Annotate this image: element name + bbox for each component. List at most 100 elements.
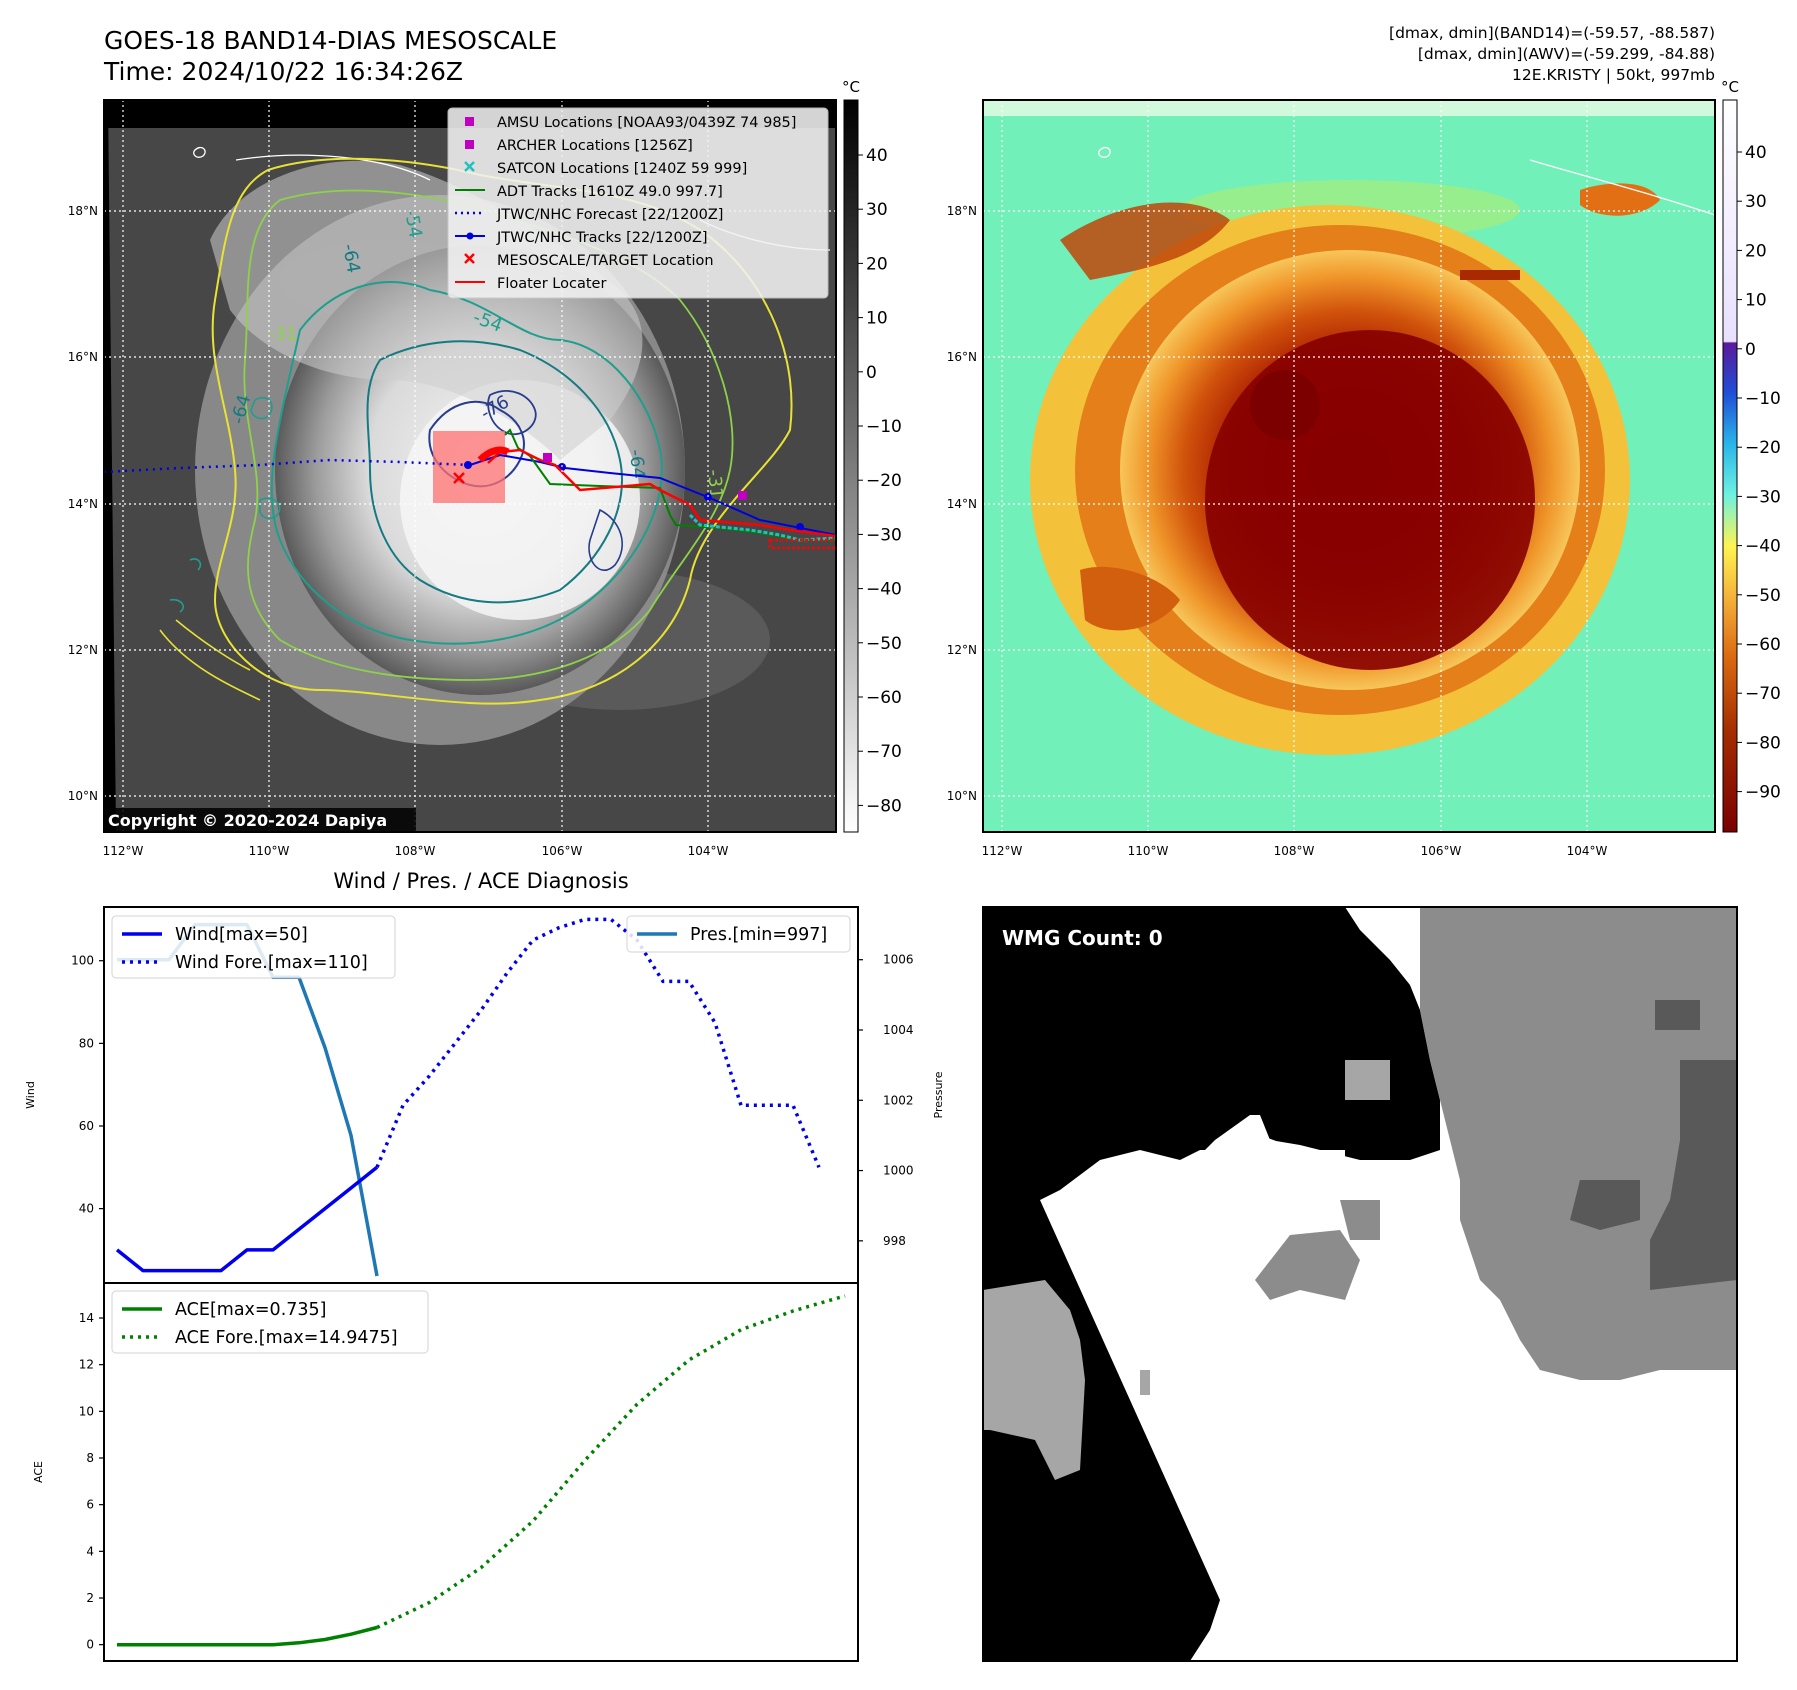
wmg-dark-gray-region (1650, 1060, 1737, 1290)
colorbar-tick-label: −70 (1745, 684, 1781, 704)
svg-text:104°W: 104°W (1567, 844, 1608, 858)
color-map-lon-labels: 112°W 110°W 108°W 106°W 104°W (982, 844, 1608, 858)
jtwc-forecast-track (104, 458, 471, 474)
svg-text:110°W: 110°W (249, 844, 290, 858)
svg-text:12°N: 12°N (947, 643, 977, 657)
map-legend: AMSU Locations [NOAA93/0439Z 74 985] ARC… (447, 107, 829, 299)
figure-title: GOES-18 BAND14-DIAS MESOSCALE (104, 26, 557, 55)
legend-wind-fore: Wind Fore.[max=110] (175, 953, 368, 973)
y-tick-label: 2 (86, 1591, 94, 1605)
y-tick-label: 1006 (883, 953, 914, 967)
ace-ylabel: ACE (32, 1461, 45, 1483)
colorbar-tick-label: 0 (866, 363, 877, 383)
colorbar-tick-label: 0 (1745, 340, 1756, 360)
dmax-band14-text: [dmax, dmin](BAND14)=(-59.57, -88.587) (1389, 24, 1715, 42)
pressure-ylabel: Pressure (932, 1071, 945, 1118)
y-tick-label: 1002 (883, 1093, 914, 1107)
jtwc-track-points (464, 461, 804, 531)
colorbar-tick-label: −10 (866, 417, 902, 437)
colorbar-tick-label: 40 (866, 146, 888, 166)
contour-label: -64 (625, 449, 648, 480)
legend-x-icon (464, 161, 475, 172)
ace-legend: ACE[max=0.735] ACE Fore.[max=14.9475] (111, 1290, 429, 1354)
colorbar-tick-label: −80 (866, 796, 902, 816)
pressure-legend: Pres.[min=997] (626, 915, 851, 953)
legend-pressure: Pres.[min=997] (690, 925, 827, 945)
svg-text:14°N: 14°N (947, 497, 977, 511)
legend-item: SATCON Locations [1240Z 59 999] (497, 161, 747, 177)
legend-item: Floater Locater (497, 276, 606, 292)
svg-text:108°W: 108°W (1274, 844, 1315, 858)
legend-item: JTWC/NHC Forecast [22/1200Z] (496, 207, 723, 223)
y-tick-label: 100 (71, 954, 94, 968)
svg-text:112°W: 112°W (103, 844, 144, 858)
dmax-awv-text: [dmax, dmin](AWV)=(-59.299, -84.88) (1418, 45, 1715, 63)
archer-marker (738, 491, 747, 500)
y-tick-label: 10 (79, 1404, 94, 1418)
colorbar-tick-label: −40 (866, 580, 902, 600)
contour-label: -31 (703, 469, 726, 500)
y-tick-label: 8 (86, 1451, 94, 1465)
amsu-marker (543, 453, 552, 462)
svg-text:14°N: 14°N (68, 497, 98, 511)
colorbar-tick-label: 30 (1745, 192, 1767, 212)
mesoscale-target-marker (453, 472, 465, 484)
y-tick-label: 80 (79, 1036, 94, 1050)
contour-label: -64 (338, 242, 364, 275)
ace-line (117, 1625, 378, 1647)
colorbar-tick-label: −30 (866, 525, 902, 545)
wmg-white-region (1130, 1135, 1737, 1661)
legend-item: ADT Tracks [1610Z 49.0 997.7] (497, 184, 723, 200)
contour-label: -31 (268, 324, 297, 345)
svg-text:12°N: 12°N (68, 643, 98, 657)
svg-text:110°W: 110°W (1128, 844, 1169, 858)
gray-map-lon-labels: 112°W 110°W 108°W 106°W 104°W (103, 844, 729, 858)
legend-x-icon (464, 253, 475, 264)
y-tick-label: 1000 (883, 1164, 914, 1178)
y-tick-label: 6 (86, 1498, 94, 1512)
ir-color-map-panel: 18°N 16°N 14°N 12°N 10°N 112°W 110°W 108… (947, 99, 1716, 858)
colorbar-tick-label: 30 (866, 200, 888, 220)
svg-text:112°W: 112°W (982, 844, 1023, 858)
contour-label: -54 (400, 207, 426, 240)
svg-text:108°W: 108°W (395, 844, 436, 858)
colorbar-tick-label: −90 (1745, 783, 1781, 803)
gray-colorbar: °C 40 30 20 10 0 −10 −20 −30 −40 −50 −60 −70 −80 (842, 78, 902, 833)
colorbar-tick-label: 20 (866, 254, 888, 274)
legend-square-icon (465, 140, 474, 149)
wmg-count-label: WMG Count: 0 (1002, 926, 1163, 950)
wind-line (115, 1165, 379, 1273)
colorbar-tick-label: −30 (1745, 487, 1781, 507)
y-tick-label: 0 (86, 1638, 94, 1652)
legend-square-icon (465, 117, 474, 126)
ace-chart: 0 2 4 6 8 10 12 14 ACE ACE[max=0.735] ACE Fore.… (32, 1282, 859, 1662)
svg-text:10°N: 10°N (68, 789, 98, 803)
figure-time: Time: 2024/10/22 16:34:26Z (103, 57, 463, 86)
contour-dark-teal (366, 340, 623, 604)
svg-text:16°N: 16°N (68, 350, 98, 364)
color-map-frame (982, 99, 1716, 833)
wmg-black-region (983, 907, 1440, 1661)
ace-forecast-line (376, 1294, 846, 1630)
colorbar-tick-label: 10 (1745, 291, 1767, 311)
y-tick-label: 14 (79, 1311, 94, 1325)
y-tick-label: 12 (79, 1358, 94, 1372)
y-tick-label: 40 (79, 1202, 94, 1216)
color-colorbar: °C 40 30 20 10 0 −10 −20 −30 −40 −50 −60 −70 −80 −90 (1721, 78, 1781, 833)
colorbar-tick-label: 40 (1745, 143, 1767, 163)
colorbar-tick-label: −50 (1745, 586, 1781, 606)
svg-text:10°N: 10°N (947, 789, 977, 803)
colorbar-tick-label: −20 (1745, 438, 1781, 458)
wind-ylabel: Wind (24, 1081, 37, 1109)
gray-map-frame (103, 99, 837, 833)
svg-text:106°W: 106°W (542, 844, 583, 858)
svg-text:18°N: 18°N (68, 204, 98, 218)
color-colorbar-unit: °C (1721, 78, 1739, 96)
floater-locator-cluster (477, 446, 510, 463)
colorbar-tick-label: 10 (866, 309, 888, 329)
floater-locator-track (487, 448, 836, 538)
legend-item: MESOSCALE/TARGET Location (497, 253, 714, 269)
wmg-frame (982, 906, 1738, 1662)
missing-data-strip (983, 100, 1715, 116)
